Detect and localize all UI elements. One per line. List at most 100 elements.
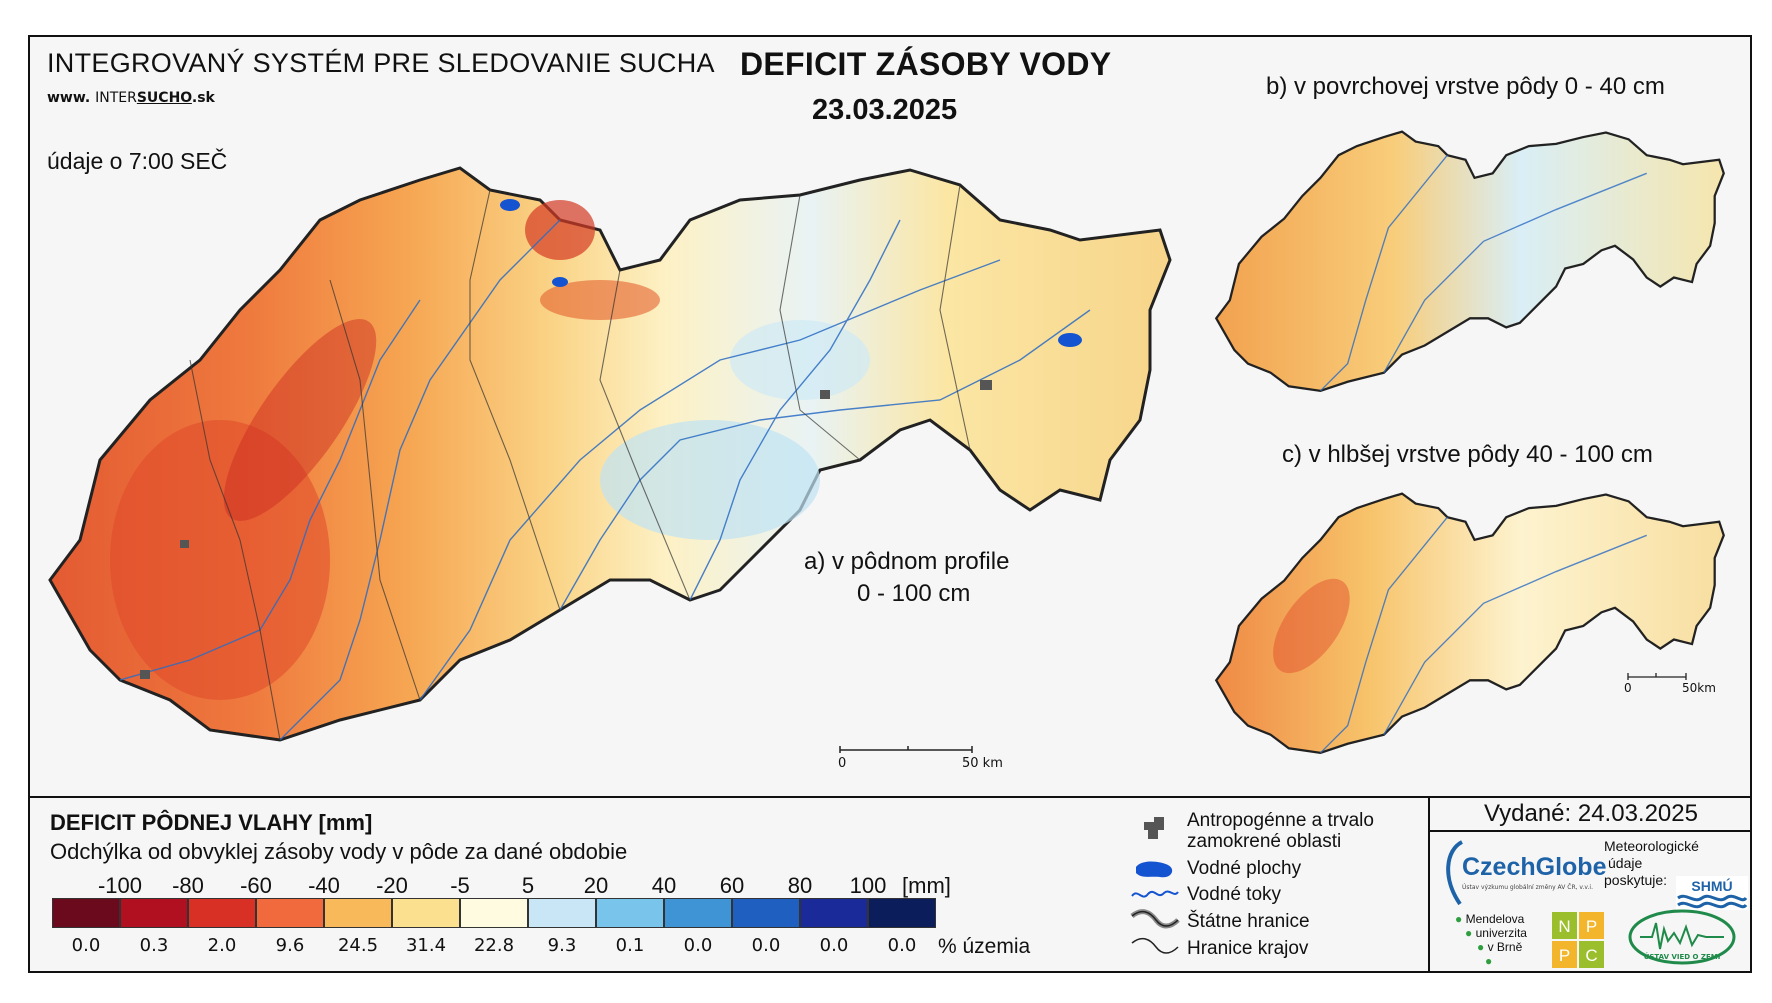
deficit-zone bbox=[525, 200, 595, 260]
czechglobe-subtitle: Ústav výzkumu globální změny AV ČR, v.v.… bbox=[1462, 884, 1593, 891]
svg-text:SHMÚ: SHMÚ bbox=[1691, 877, 1732, 894]
legend-tick-label: 40 bbox=[651, 873, 677, 898]
issue-divider bbox=[1428, 796, 1430, 973]
river-network bbox=[119, 219, 1091, 741]
legend-percentage: 9.6 bbox=[275, 935, 305, 956]
map-b-label: b) v povrchovej vrstve pôdy 0 - 40 cm bbox=[1266, 73, 1665, 100]
urban-area bbox=[140, 670, 150, 679]
legend-swatch bbox=[868, 898, 936, 928]
legend-percentage: 0.0 bbox=[751, 935, 781, 956]
czechglobe-name: CzechGlobe bbox=[1462, 853, 1607, 881]
legend-swatch bbox=[664, 898, 732, 928]
deficit-zone bbox=[540, 280, 660, 320]
map-b bbox=[1214, 130, 1725, 392]
svg-text:C: C bbox=[1585, 946, 1597, 965]
percent-unit: % územia bbox=[938, 935, 1031, 958]
issue-divider-h bbox=[1428, 830, 1752, 832]
system-title: INTEGROVANÝ SYSTÉM PRE SLEDOVANIE SUCHA bbox=[47, 48, 715, 78]
mendel-university-logo: ● Mendelova ● univerzita ● v Brně ● bbox=[1455, 912, 1527, 968]
legend-percentage: 24.5 bbox=[337, 935, 379, 956]
urban-area bbox=[980, 380, 992, 390]
legend-swatch bbox=[460, 898, 528, 928]
main-scale-bar bbox=[839, 746, 973, 753]
legend-swatch bbox=[188, 898, 256, 928]
slovakia-outline-c bbox=[1214, 492, 1725, 754]
svg-text:ÚSTAV VIED O ZEMI: ÚSTAV VIED O ZEMI bbox=[1644, 952, 1721, 961]
legend-percentage: 2.0 bbox=[207, 935, 237, 956]
map-c bbox=[1214, 492, 1725, 754]
shmu-logo: SHMÚ bbox=[1676, 876, 1748, 910]
map-a-label: a) v pôdnom profile bbox=[804, 548, 1010, 575]
region-borders bbox=[189, 184, 971, 741]
legend-swatch bbox=[392, 898, 460, 928]
legend-divider bbox=[28, 796, 1752, 798]
legend-rivers: Vodné toky bbox=[1187, 884, 1282, 905]
wet-zone bbox=[600, 420, 820, 540]
data-time-note: údaje o 7:00 SEČ bbox=[47, 148, 228, 174]
scale-unit: [mm] bbox=[902, 873, 951, 898]
legend-percentage: 9.3 bbox=[547, 935, 577, 956]
main-scale-zero: 0 bbox=[838, 756, 847, 771]
legend-region-border: Hranice krajov bbox=[1187, 938, 1309, 959]
legend-percentage: 22.8 bbox=[473, 935, 515, 956]
website-link[interactable]: www. INTERSUCHO.sk bbox=[47, 90, 215, 106]
legend-subtitle: Odchýlka od obvyklej zásoby vody v pôde … bbox=[50, 839, 628, 864]
legend-tick-label: -80 bbox=[172, 873, 204, 898]
legend-tick-label: -100 bbox=[97, 873, 143, 898]
water-body bbox=[1058, 333, 1082, 347]
legend-swatch bbox=[120, 898, 188, 928]
page-title: DEFICIT ZÁSOBY VODY bbox=[740, 46, 1112, 82]
map-c-label: c) v hlbšej vrstve pôdy 40 - 100 cm bbox=[1282, 441, 1653, 468]
legend-urban-1: Antropogénne a trvalo bbox=[1187, 810, 1374, 831]
svg-text:P: P bbox=[1559, 946, 1570, 965]
legend-tick-label: 5 bbox=[521, 873, 535, 898]
legend-urban-2: zamokrené oblasti bbox=[1187, 831, 1342, 852]
svg-text:P: P bbox=[1586, 917, 1597, 936]
earth-science-institute-logo: ÚSTAV VIED O ZEMI bbox=[1628, 909, 1736, 965]
nppc-logo: N P P C bbox=[1552, 912, 1604, 968]
legend-percentage: 0.0 bbox=[819, 935, 849, 956]
legend-swatch bbox=[256, 898, 324, 928]
legend-tick-label: -40 bbox=[308, 873, 340, 898]
legend-percentage: 31.4 bbox=[405, 935, 447, 956]
legend-title: DEFICIT PÔDNEJ VLAHY [mm] bbox=[50, 810, 373, 835]
legend-tick-label: -60 bbox=[240, 873, 272, 898]
state-border-icon bbox=[1130, 909, 1180, 929]
legend-tick-label: 100 bbox=[849, 873, 887, 898]
legend-water-bodies: Vodné plochy bbox=[1187, 858, 1302, 879]
legend-tick-label: -5 bbox=[450, 873, 470, 898]
legend-percentage: 0.0 bbox=[683, 935, 713, 956]
legend-state-border: Štátne hranice bbox=[1187, 911, 1310, 932]
legend-tick-label: 20 bbox=[583, 873, 609, 898]
legend-percentage: 0.0 bbox=[887, 935, 917, 956]
legend-tick-label: 80 bbox=[787, 873, 813, 898]
czechglobe-logo bbox=[1446, 840, 1464, 906]
small-scale-zero: 0 bbox=[1624, 681, 1632, 695]
water-body bbox=[500, 199, 520, 211]
legend-tick-label: -20 bbox=[376, 873, 408, 898]
water-body bbox=[552, 277, 568, 287]
legend-swatch bbox=[596, 898, 664, 928]
urban-area-icon bbox=[1144, 817, 1164, 839]
svg-text:N: N bbox=[1558, 917, 1570, 936]
small-scale-fifty: 50km bbox=[1682, 681, 1716, 695]
map-date: 23.03.2025 bbox=[812, 94, 958, 126]
slovakia-outline-b bbox=[1214, 130, 1725, 392]
issued-date: Vydané: 24.03.2025 bbox=[1484, 800, 1698, 827]
deficit-zone bbox=[110, 420, 330, 700]
map-a-depth-label: 0 - 100 cm bbox=[857, 580, 971, 607]
legend-percentage: 0.3 bbox=[139, 935, 169, 956]
legend-swatch bbox=[800, 898, 868, 928]
legend-percentage: 0.1 bbox=[615, 935, 645, 956]
main-scale-fifty: 50 km bbox=[962, 756, 1003, 771]
water-body-icon bbox=[1136, 861, 1173, 878]
legend-swatch bbox=[52, 898, 120, 928]
legend-swatch bbox=[732, 898, 800, 928]
deficit-zone bbox=[223, 319, 377, 521]
meteo-provider-note: Meteorologické údaje poskytuje: bbox=[1604, 838, 1699, 888]
region-border-icon bbox=[1131, 937, 1179, 954]
urban-area bbox=[180, 540, 189, 548]
legend-swatch bbox=[528, 898, 596, 928]
slovakia-outline bbox=[48, 166, 1172, 742]
legend-percentage: 0.0 bbox=[71, 935, 101, 956]
